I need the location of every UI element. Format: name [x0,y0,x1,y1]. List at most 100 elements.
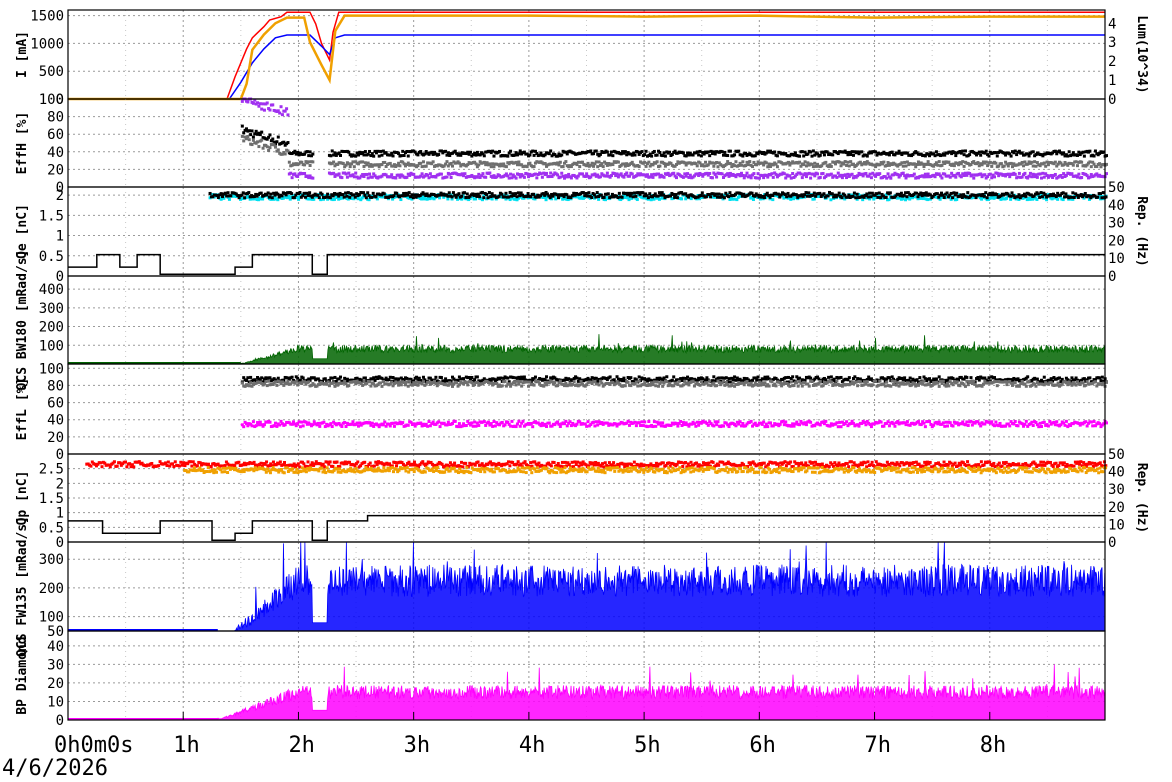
data-point [928,382,932,386]
data-point [506,420,510,424]
data-point [1036,192,1040,196]
data-point [508,198,512,202]
data-point [655,380,659,384]
data-point [928,377,932,381]
data-point [303,195,307,199]
data-point [963,171,967,175]
data-point [612,378,616,382]
data-point [903,160,907,164]
data-point [619,172,623,176]
data-point [556,154,560,158]
data-point [914,165,918,169]
data-point [706,150,710,154]
data-point [919,380,923,384]
y2-tick-label: 3 [1108,35,1116,51]
data-point [252,197,256,201]
data-point [475,421,479,425]
data-point [695,378,699,382]
data-point [933,154,937,158]
data-point [966,191,970,195]
data-point [590,382,594,386]
data-point [1015,153,1019,157]
data-point [347,162,351,166]
data-point [423,152,427,156]
data-point [332,171,336,175]
data-point [551,382,555,386]
data-point [557,381,561,385]
data-point [975,153,979,157]
data-point [903,174,907,178]
data-point [831,153,835,157]
data-point [923,377,927,381]
data-point [775,154,779,158]
data-point [535,152,539,156]
data-point [473,160,477,164]
data-point [820,164,824,168]
data-point [712,164,716,168]
data-point [571,421,575,425]
data-point [835,175,839,179]
data-point [382,192,386,196]
data-point [988,172,992,176]
data-point [507,382,511,386]
data-point [598,152,602,156]
data-point [648,164,652,168]
data-point [481,152,485,156]
data-point [659,380,663,384]
data-point [854,175,858,179]
data-point [756,193,760,197]
data-point [822,192,826,196]
data-point [337,151,341,155]
data-point [720,172,724,176]
data-point [803,193,807,197]
data-point [662,193,666,197]
data-point [643,160,647,164]
data-point [662,151,666,155]
data-point [937,160,941,164]
data-point [372,382,376,386]
data-point [728,149,732,153]
data-point [406,384,410,388]
y2-tick-label: 4 [1108,16,1116,32]
data-point [449,161,453,165]
data-point [453,149,457,153]
data-point [290,375,294,379]
data-point [683,379,687,383]
data-point [692,384,696,388]
data-point [955,191,959,195]
data-point [486,196,490,200]
data-point [352,165,356,169]
data-point [687,383,691,387]
data-point [416,153,420,157]
data-point [633,420,637,424]
data-point [279,419,283,423]
data-point [569,196,573,200]
data-point [549,149,553,153]
data-point [433,150,437,154]
data-point [595,191,599,195]
data-point [868,172,872,176]
data-point [269,192,273,196]
data-point [337,377,341,381]
data-point [379,381,383,385]
data-point [882,382,886,386]
data-point [262,382,266,386]
y-tick-label: 100 [39,338,64,354]
data-point [1024,384,1028,388]
data-point [1020,175,1024,179]
data-point [256,101,260,105]
data-point [583,422,587,426]
data-point [712,424,716,428]
data-point [716,165,720,169]
data-point [833,193,837,197]
data-point [716,420,720,424]
data-point [312,376,316,380]
data-point [1004,153,1008,157]
data-point [816,375,820,379]
data-point [490,197,494,201]
data-point [367,194,371,198]
data-point [482,154,486,158]
data-point [344,424,348,428]
data-point [347,150,351,154]
